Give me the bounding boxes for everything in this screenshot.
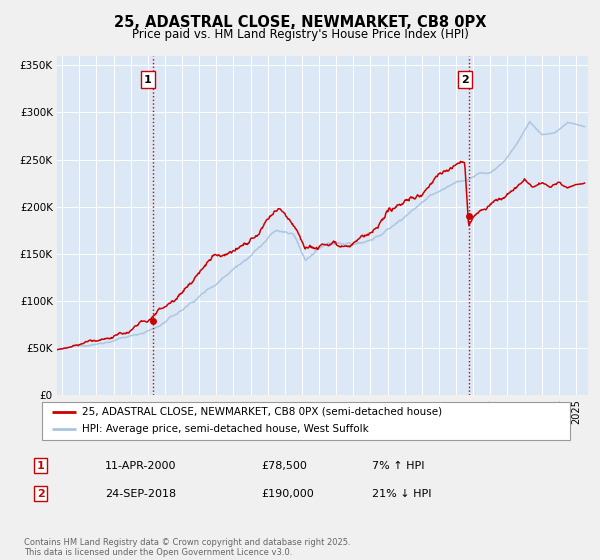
Text: £78,500: £78,500 xyxy=(261,461,307,471)
Text: 24-SEP-2018: 24-SEP-2018 xyxy=(105,489,176,499)
Text: 2: 2 xyxy=(461,74,469,85)
Text: 1: 1 xyxy=(144,74,152,85)
Text: 25, ADASTRAL CLOSE, NEWMARKET, CB8 0PX (semi-detached house): 25, ADASTRAL CLOSE, NEWMARKET, CB8 0PX (… xyxy=(82,407,442,417)
Text: 25, ADASTRAL CLOSE, NEWMARKET, CB8 0PX: 25, ADASTRAL CLOSE, NEWMARKET, CB8 0PX xyxy=(114,15,486,30)
Text: Price paid vs. HM Land Registry's House Price Index (HPI): Price paid vs. HM Land Registry's House … xyxy=(131,28,469,41)
Text: 2: 2 xyxy=(37,489,44,499)
Text: Contains HM Land Registry data © Crown copyright and database right 2025.
This d: Contains HM Land Registry data © Crown c… xyxy=(24,538,350,557)
Text: £190,000: £190,000 xyxy=(261,489,314,499)
Text: 11-APR-2000: 11-APR-2000 xyxy=(105,461,176,471)
Text: 1: 1 xyxy=(37,461,44,471)
Text: HPI: Average price, semi-detached house, West Suffolk: HPI: Average price, semi-detached house,… xyxy=(82,424,368,435)
Text: 7% ↑ HPI: 7% ↑ HPI xyxy=(372,461,425,471)
Text: 21% ↓ HPI: 21% ↓ HPI xyxy=(372,489,431,499)
